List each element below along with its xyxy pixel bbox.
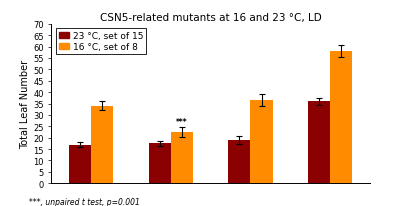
Text: ***: *** (176, 118, 188, 127)
Bar (308, 102, 330, 183)
Bar (91, 106, 113, 183)
Bar (171, 132, 193, 183)
Title: CSN5-related mutants at 16 and 23 °C, LD: CSN5-related mutants at 16 and 23 °C, LD (100, 13, 321, 23)
Text: ***, unpaired t test, p=0.001: ***, unpaired t test, p=0.001 (29, 197, 140, 206)
Bar (330, 52, 352, 183)
Legend: 23 °C, set of 15, 16 °C, set of 8: 23 °C, set of 15, 16 °C, set of 8 (56, 29, 146, 54)
Bar (148, 144, 171, 183)
Bar (250, 101, 273, 183)
Bar (228, 140, 250, 183)
Bar (69, 145, 91, 183)
Y-axis label: Total Leaf Number: Total Leaf Number (20, 60, 30, 148)
